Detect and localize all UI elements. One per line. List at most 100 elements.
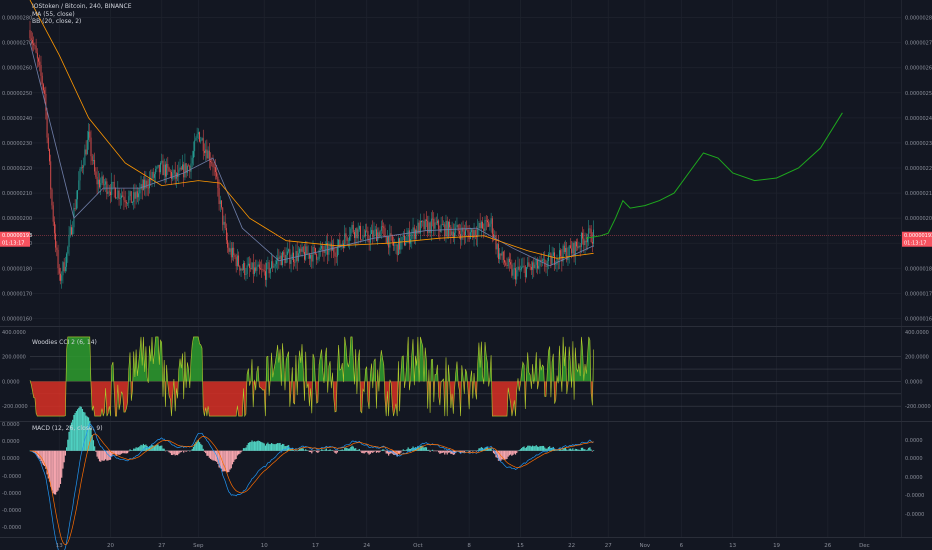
candle-body	[106, 181, 108, 194]
price-axes[interactable]: 0.00000160 0.00000160 0.00000170 0.00000170…	[2, 16, 932, 531]
candle-body	[418, 222, 420, 234]
macd-histogram-bar	[446, 450, 448, 455]
macd-histogram-bar	[431, 449, 434, 451]
candle-body	[224, 221, 226, 229]
candle-body	[40, 64, 42, 76]
candle-body	[190, 163, 192, 172]
macd-histogram-bar	[317, 450, 319, 453]
macd-histogram-bar	[475, 450, 478, 452]
macd-histogram-bar	[162, 448, 164, 451]
macd-histogram-bar	[351, 445, 353, 451]
candle-body	[388, 236, 390, 248]
macd-histogram-bar	[519, 449, 521, 451]
macd-histogram-bar	[438, 450, 440, 453]
candle-body	[74, 207, 76, 209]
macd-histogram-bar	[263, 443, 265, 451]
macd-histogram-bar	[255, 441, 257, 451]
macd-histogram-bar	[427, 449, 429, 451]
candle-body	[299, 248, 301, 254]
candle-body	[223, 221, 225, 225]
macd-histogram-bar	[175, 450, 177, 455]
macd-histogram-bar	[552, 446, 554, 451]
candle-body	[589, 228, 591, 230]
legend-ma[interactable]: MA (55, close)	[32, 10, 75, 18]
candle-body	[304, 252, 305, 260]
macd-histogram-bar	[584, 449, 586, 451]
candle-body	[228, 247, 230, 252]
candle-body	[160, 162, 161, 173]
candle-body	[428, 222, 430, 233]
candle-body	[238, 255, 240, 266]
candle-body	[84, 149, 86, 166]
macd-histogram-bar	[505, 450, 507, 460]
candle-body	[210, 160, 211, 163]
candle-body	[208, 150, 210, 161]
candle-body	[182, 164, 183, 170]
candle-body	[256, 266, 258, 271]
candle-body	[347, 240, 349, 242]
candle-body	[350, 228, 352, 237]
candle-body	[432, 218, 433, 220]
candle-body	[250, 267, 252, 269]
candle-body	[179, 167, 181, 170]
macd-histogram-bar	[433, 450, 435, 452]
legend-bb[interactable]: BB (20, close, 2)	[32, 18, 82, 25]
time-axis[interactable]: 13 20 27 Sep 10 17 24 Oct 8 15 22 27 Nov 6 13 19 26 Dec	[56, 543, 870, 549]
candle-body	[532, 262, 534, 270]
price-tick-label-right: 0.00000170	[905, 291, 932, 297]
macd-histogram-bar	[228, 450, 230, 473]
macd-histogram-bar	[63, 450, 65, 463]
price-tick-label-right: 0.00000280	[905, 16, 932, 22]
candle-body	[47, 137, 49, 150]
candle-body	[46, 110, 48, 138]
macd-histogram-bar	[65, 447, 68, 451]
macd-histogram-bar	[358, 449, 360, 451]
legend-symbol[interactable]: IOStoken / Bitcoin, 240, BINANCE	[32, 3, 132, 10]
macd-histogram-bar	[51, 450, 53, 491]
candle-body	[233, 247, 235, 255]
price-pane[interactable]	[29, 0, 901, 289]
candle-body	[143, 179, 144, 190]
candle-body	[244, 263, 246, 276]
candle-body	[501, 251, 503, 256]
candle-body	[389, 233, 391, 248]
macd-histogram-bar	[414, 447, 417, 451]
cci-tick-label-left: 400.0000	[2, 330, 26, 336]
candle-body	[367, 231, 369, 240]
macd-histogram-bar	[133, 448, 135, 451]
macd-histogram-bar	[479, 448, 481, 451]
macd-histogram-bar	[523, 446, 525, 451]
candle-body	[579, 245, 581, 247]
candle-body	[140, 184, 142, 190]
macd-histogram-bar	[129, 449, 131, 451]
candle-body	[380, 226, 382, 231]
candle-body	[129, 191, 131, 197]
candle-body	[88, 131, 89, 140]
candle-body	[490, 218, 492, 224]
candle-body	[60, 273, 61, 281]
candle-body	[516, 270, 518, 280]
candle-body	[230, 248, 232, 258]
macd-histogram-bar	[223, 450, 225, 472]
candle-body	[199, 132, 200, 142]
candle-body	[254, 267, 255, 274]
candle-body	[315, 247, 316, 254]
candle-body	[61, 275, 63, 281]
macd-histogram-bar	[81, 409, 84, 451]
candle-body	[373, 230, 375, 238]
macd-histogram-bar	[489, 448, 491, 451]
candle-body	[426, 219, 427, 221]
legend-cci[interactable]: Woodies CCI 2 (6, 14)	[32, 339, 97, 346]
macd-histogram-bar	[155, 445, 157, 451]
macd-pane[interactable]	[29, 406, 595, 550]
candle-body	[352, 224, 354, 233]
macd-histogram-bar	[425, 447, 428, 451]
macd-histogram-bar	[580, 447, 582, 451]
cci-pane[interactable]	[29, 336, 901, 418]
candle-body	[450, 227, 452, 236]
candle-body	[80, 166, 82, 169]
macd-histogram-bar	[311, 450, 313, 454]
macd-histogram-bar	[588, 447, 590, 451]
legend-macd[interactable]: MACD (12, 26, close, 9)	[32, 425, 103, 432]
ma-55-line	[29, 0, 594, 259]
